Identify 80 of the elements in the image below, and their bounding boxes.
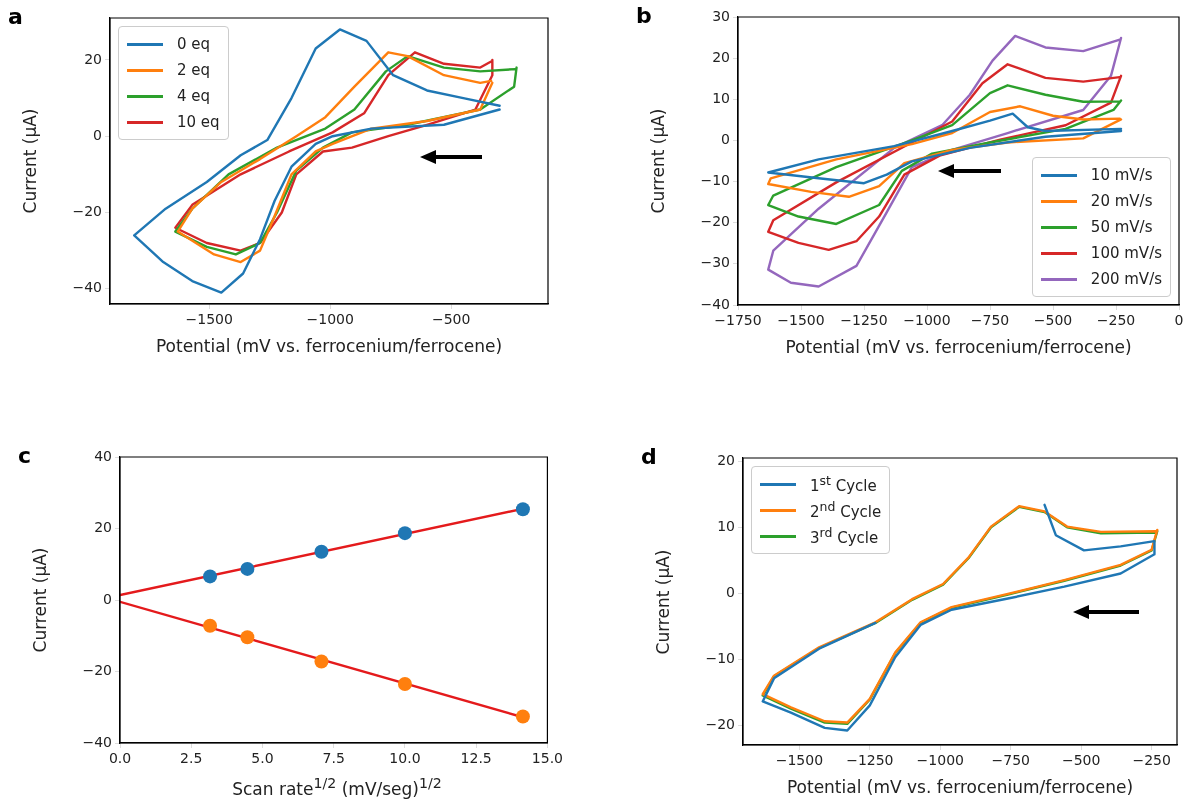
y-tick-label: −20	[82, 662, 112, 679]
y-tick-label: 10	[712, 89, 730, 106]
x-axis-title: Potential (mV vs. ferrocenium/ferrocene)	[785, 337, 1132, 357]
x-tick-label: −750	[970, 312, 1010, 329]
y-tick-label: −30	[700, 254, 730, 271]
x-tick-label: −250	[1096, 312, 1136, 329]
legend-label: 50 mV/s	[1090, 218, 1153, 236]
y-tick-label: 0	[721, 131, 730, 148]
y-tick-label: 20	[84, 50, 102, 67]
y-tick-label: −40	[72, 279, 102, 296]
y-tick-label: −20	[705, 715, 735, 732]
point	[203, 569, 218, 584]
x-tick-label: 5.0	[251, 750, 274, 767]
chart-title: a	[8, 4, 23, 29]
x-tick-label: −500	[431, 311, 471, 328]
point	[397, 677, 412, 692]
legend-label: 20 mV/s	[1090, 192, 1153, 210]
x-tick-label: −1000	[306, 311, 354, 328]
legend-label: 1$^{st}$ Cycle	[810, 473, 877, 495]
y-tick-label: 0	[93, 126, 102, 143]
point	[203, 618, 218, 633]
x-tick-label: 0	[1174, 312, 1184, 329]
point	[515, 709, 530, 724]
x-tick-label: −250	[1132, 752, 1171, 769]
x-tick-label: 15.0	[531, 750, 563, 767]
legend-label: 3$^{rd}$ Cycle	[810, 525, 879, 547]
y-tick-label: 20	[717, 451, 735, 468]
y-tick-label: 0	[103, 590, 112, 607]
legend-label: 4 eq	[177, 87, 211, 105]
x-tick-label: −750	[991, 752, 1030, 769]
x-axis-title: Potential (mV vs. ferrocenium/ferrocene)	[786, 777, 1134, 797]
legend-label: 10 mV/s	[1090, 166, 1153, 184]
y-tick-label: 10	[717, 517, 735, 534]
y-tick-label: 20	[94, 519, 112, 536]
x-tick-label: 2.5	[180, 750, 203, 767]
x-tick-label: 12.5	[460, 750, 492, 767]
y-tick-label: −20	[700, 213, 730, 230]
x-tick-label: −1250	[840, 312, 888, 329]
x-axis-title: Scan rate$^{1/2}$ (mV/seg)$^{1/2}$	[232, 775, 442, 799]
point	[397, 526, 412, 541]
x-tick-label: −1000	[916, 752, 964, 769]
x-tick-label: −1000	[903, 312, 951, 329]
chart-title: d	[641, 444, 657, 469]
y-tick-label: −20	[72, 203, 102, 220]
y-tick-label: −40	[82, 733, 112, 750]
point	[314, 654, 329, 669]
y-tick-label: 30	[712, 7, 730, 24]
point	[240, 561, 255, 576]
x-tick-label: −1250	[846, 752, 894, 769]
y-axis-title: Current (μA)	[30, 547, 50, 653]
y-tick-label: −10	[700, 172, 730, 189]
y-axis-title: Current (μA)	[648, 108, 668, 214]
y-tick-label: 40	[94, 447, 112, 464]
y-axis-title: Current (μA)	[20, 108, 40, 214]
chart-title: c	[18, 443, 32, 468]
x-tick-label: −500	[1061, 752, 1101, 769]
legend-label: 0 eq	[177, 35, 211, 53]
y-tick-label: −10	[705, 649, 735, 666]
x-tick-label: −500	[1033, 312, 1073, 329]
y-axis-title: Current (μA)	[653, 549, 673, 654]
x-tick-label: 7.5	[322, 750, 345, 767]
legend-label: 200 mV/s	[1090, 270, 1162, 288]
x-tick-label: −1500	[775, 752, 824, 769]
y-tick-label: 0	[726, 583, 735, 600]
point	[314, 544, 329, 559]
legend-label: 100 mV/s	[1090, 244, 1162, 262]
legend-label: 2 eq	[177, 61, 211, 79]
x-tick-label: −1500	[777, 312, 825, 329]
x-tick-label: −1750	[714, 312, 762, 329]
legend-label: 10 eq	[177, 113, 220, 131]
chart-title: b	[636, 3, 652, 28]
x-tick-label: −1500	[185, 311, 233, 328]
x-tick-label: 10.0	[389, 750, 421, 767]
point	[515, 502, 530, 517]
y-tick-label: 20	[712, 48, 730, 65]
legend-label: 2$^{nd}$ Cycle	[810, 499, 882, 521]
x-axis-title: Potential (mV vs. ferrocenium/ferrocene)	[155, 336, 503, 356]
point	[240, 630, 255, 645]
x-tick-label: 0.0	[108, 750, 132, 767]
y-tick-label: −40	[700, 295, 730, 312]
